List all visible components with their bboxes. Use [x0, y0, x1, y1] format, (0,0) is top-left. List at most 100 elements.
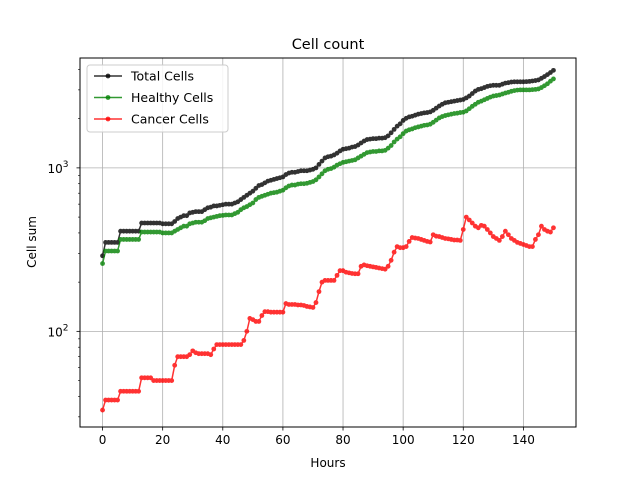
data-point-cancer-cells: [313, 300, 319, 305]
data-point-cancer-cells: [551, 225, 556, 231]
series-healthy-cells: [100, 76, 556, 266]
data-point-cancer-cells: [385, 263, 391, 269]
data-point-cancer-cells: [211, 346, 217, 352]
data-point-cancer-cells: [499, 234, 505, 239]
data-point-total-cells: [172, 219, 178, 224]
data-point-cancer-cells: [172, 362, 178, 368]
chart-title: Cell count: [292, 37, 365, 53]
data-point-cancer-cells: [382, 266, 388, 272]
data-point-total-cells: [397, 121, 403, 127]
data-point-cancer-cells: [388, 257, 394, 263]
data-point-cancer-cells: [241, 338, 247, 343]
data-point-total-cells: [313, 165, 319, 171]
data-point-cancer-cells: [548, 229, 553, 235]
x-tick-label: 140: [512, 433, 535, 447]
series-layer: [100, 67, 556, 413]
legend-label-total-cells: Total Cells: [130, 69, 194, 84]
legend-marker-cancer-cells: [105, 116, 111, 122]
data-point-cancer-cells: [244, 328, 250, 334]
data-point-total-cells: [319, 158, 325, 164]
y-tick-label: 103: [47, 160, 68, 176]
y-tick-label: 102: [47, 323, 68, 339]
x-tick-label: 80: [335, 433, 350, 447]
data-point-healthy-cells: [250, 200, 256, 206]
series-cancer-cells: [100, 214, 556, 413]
legend: Total Cells Healthy Cells Cancer Cells: [86, 64, 229, 133]
x-tick-label: 60: [275, 433, 290, 447]
data-point-cancer-cells: [484, 227, 490, 232]
data-point-healthy-cells: [388, 143, 394, 148]
data-point-healthy-cells: [551, 76, 556, 82]
data-point-cancer-cells: [355, 271, 361, 277]
data-point-cancer-cells: [427, 239, 433, 245]
data-point-cancer-cells: [403, 244, 409, 249]
data-point-cancer-cells: [505, 232, 511, 238]
data-point-cancer-cells: [487, 230, 493, 236]
data-point-cancer-cells: [391, 249, 397, 255]
data-point-cancer-cells: [466, 217, 472, 223]
data-point-cancer-cells: [187, 352, 193, 358]
data-point-cancer-cells: [331, 277, 337, 283]
data-point-cancer-cells: [169, 378, 175, 383]
data-point-total-cells: [385, 133, 391, 139]
x-axis-label: Hours: [310, 456, 345, 470]
data-point-cancer-cells: [481, 223, 487, 229]
data-point-total-cells: [391, 126, 397, 132]
data-point-cancer-cells: [334, 272, 340, 278]
data-point-cancer-cells: [100, 407, 105, 413]
data-point-healthy-cells: [313, 177, 319, 183]
data-point-total-cells: [253, 185, 259, 191]
data-point-cancer-cells: [469, 220, 475, 226]
data-point-cancer-cells: [533, 237, 538, 242]
legend-box: [86, 64, 229, 133]
data-point-total-cells: [250, 188, 256, 194]
y-axis-label: Cell sum: [25, 216, 39, 268]
y-axis-ticks: 102 103: [47, 69, 80, 418]
x-tick-label: 100: [392, 433, 415, 447]
data-point-healthy-cells: [319, 171, 325, 177]
data-point-healthy-cells: [316, 174, 322, 180]
data-point-cancer-cells: [539, 223, 544, 229]
data-point-cancer-cells: [530, 244, 535, 249]
data-point-cancer-cells: [502, 228, 508, 234]
data-point-cancer-cells: [238, 342, 244, 347]
x-tick-label: 40: [215, 433, 230, 447]
data-point-cancer-cells: [496, 238, 502, 243]
data-point-cancer-cells: [316, 289, 322, 295]
legend-label-healthy-cells: Healthy Cells: [131, 90, 213, 105]
data-point-cancer-cells: [115, 397, 120, 403]
data-point-cancer-cells: [460, 227, 466, 232]
data-point-total-cells: [316, 162, 322, 167]
data-point-cancer-cells: [536, 232, 541, 238]
data-point-cancer-cells: [457, 238, 463, 243]
data-point-cancer-cells: [259, 313, 265, 318]
plot-frame: [79, 57, 577, 428]
legend-entry-total-cells: Total Cells: [94, 69, 194, 84]
legend-marker-healthy-cells: [105, 95, 111, 100]
x-tick-label: 120: [452, 433, 475, 447]
data-point-healthy-cells: [397, 134, 403, 140]
legend-entry-cancer-cells: Cancer Cells: [94, 112, 209, 127]
data-point-healthy-cells: [391, 139, 397, 145]
legend-label-cancer-cells: Cancer Cells: [131, 112, 209, 127]
data-point-healthy-cells: [115, 248, 120, 254]
x-axis-ticks: 0 20 40 60 80 100 120 140: [99, 427, 535, 447]
data-point-total-cells: [388, 130, 394, 136]
data-point-cancer-cells: [208, 352, 214, 358]
data-point-cancer-cells: [280, 309, 286, 315]
data-point-cancer-cells: [310, 305, 316, 310]
data-point-cancer-cells: [463, 214, 469, 220]
legend-entry-healthy-cells: Healthy Cells: [94, 90, 213, 105]
data-point-cancer-cells: [148, 375, 154, 381]
data-point-cancer-cells: [136, 388, 142, 394]
x-tick-label: 0: [99, 433, 107, 447]
data-point-healthy-cells: [100, 261, 105, 266]
data-point-total-cells: [551, 67, 556, 73]
legend-marker-total-cells: [105, 73, 111, 79]
series-total-cells: [100, 67, 556, 259]
data-point-cancer-cells: [256, 319, 262, 324]
data-point-cancer-cells: [406, 239, 412, 244]
x-tick-label: 20: [155, 433, 170, 447]
data-point-healthy-cells: [136, 237, 142, 242]
